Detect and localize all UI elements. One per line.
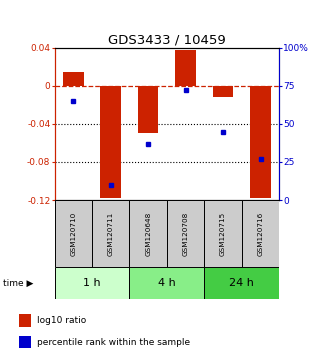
Text: GSM120708: GSM120708 (183, 211, 189, 256)
Bar (19, 314, 31, 327)
Text: GSM120716: GSM120716 (257, 211, 264, 256)
Bar (92, 200, 129, 267)
Bar (175, 50, 196, 86)
Text: GSM120710: GSM120710 (70, 211, 76, 256)
Bar (100, 86, 121, 198)
Text: GSM120715: GSM120715 (220, 211, 226, 256)
Text: 4 h: 4 h (158, 278, 176, 288)
Text: GSM120711: GSM120711 (108, 211, 114, 256)
Text: 1 h: 1 h (83, 278, 101, 288)
Bar (204, 200, 242, 267)
Text: percentile rank within the sample: percentile rank within the sample (37, 337, 190, 347)
Bar (63, 72, 83, 86)
Bar (250, 86, 271, 198)
Bar (19, 336, 31, 348)
Text: 24 h: 24 h (230, 278, 254, 288)
Text: log10 ratio: log10 ratio (37, 316, 86, 325)
Bar (242, 200, 279, 267)
Text: GSM120648: GSM120648 (145, 211, 151, 256)
Title: GDS3433 / 10459: GDS3433 / 10459 (108, 34, 226, 47)
Bar (138, 86, 159, 133)
Text: time ▶: time ▶ (3, 279, 34, 288)
Bar (204, 267, 279, 299)
Bar (213, 86, 233, 97)
Bar (129, 267, 204, 299)
Bar (55, 267, 129, 299)
Bar (129, 200, 167, 267)
Bar (55, 200, 92, 267)
Bar (167, 200, 204, 267)
